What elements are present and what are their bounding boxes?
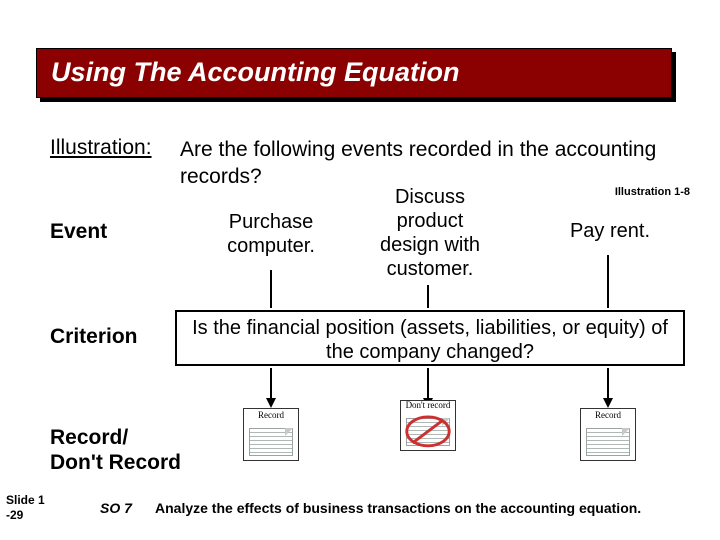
- arrow-criterion-to-card3-head: [603, 398, 613, 408]
- record-row-label: Record/ Don't Record: [50, 425, 181, 475]
- slide-number: Slide 1 -29: [6, 493, 45, 522]
- criterion-row-label: Criterion: [50, 325, 138, 349]
- page-corner-icon: [622, 428, 630, 436]
- record-card-2: Don't record: [400, 400, 456, 451]
- record-card-1: Record: [243, 408, 299, 461]
- so-label: SO 7: [100, 500, 132, 516]
- illustration-prefix: Illustration:: [50, 136, 152, 160]
- event-col-1: Purchase computer.: [216, 210, 326, 258]
- page-corner-icon: [442, 418, 450, 426]
- record-card-1-label: Record: [244, 409, 298, 424]
- event-row-label: Event: [50, 220, 107, 244]
- record-card-3-label: Record: [581, 409, 635, 424]
- illustration-number: Illustration 1-8: [615, 186, 690, 198]
- arrow-event3-to-criterion: [607, 255, 609, 308]
- arrow-criterion-to-card1-line: [270, 368, 272, 398]
- illustration-question: Are the following events recorded in the…: [180, 136, 670, 191]
- criterion-box: Is the financial position (assets, liabi…: [175, 310, 685, 366]
- title-bar: Using The Accounting Equation: [36, 48, 672, 98]
- arrow-criterion-to-card3-line: [607, 368, 609, 398]
- record-card-3-body: [581, 424, 635, 460]
- record-card-3: Record: [580, 408, 636, 461]
- arrow-criterion-to-card1-head: [266, 398, 276, 408]
- arrow-criterion-to-card2-line: [427, 368, 429, 398]
- slide-title: Using The Accounting Equation: [37, 49, 671, 96]
- so-text: Analyze the effects of business transact…: [155, 500, 641, 516]
- record-card-2-label: Don't record: [401, 401, 455, 414]
- record-card-2-body: [401, 414, 455, 450]
- page-corner-icon: [285, 428, 293, 436]
- event-col-3: Pay rent.: [555, 220, 665, 243]
- arrow-event1-to-criterion: [270, 270, 272, 308]
- record-card-1-body: [244, 424, 298, 460]
- event-col-2: Discuss product design with customer.: [370, 185, 490, 281]
- arrow-event2-to-criterion: [427, 285, 429, 308]
